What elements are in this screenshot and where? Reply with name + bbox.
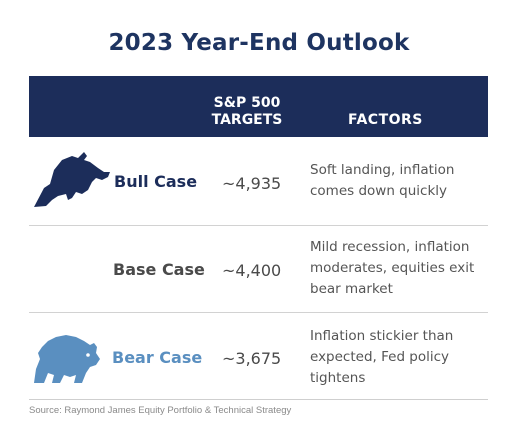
bull-icon xyxy=(34,152,110,207)
column-header-factors: FACTORS xyxy=(348,112,423,128)
column-header-targets-line2: TARGETS xyxy=(211,112,283,128)
page-title: 2023 Year-End Outlook xyxy=(108,30,410,56)
bear-icon xyxy=(34,335,100,383)
target-base: ~4,400 xyxy=(222,261,282,280)
column-header-targets-line1: S&P 500 xyxy=(213,95,281,111)
factors-bull: Soft landing, inflation comes down quick… xyxy=(310,162,455,199)
case-label-bull: Bull Case xyxy=(114,172,198,191)
row-divider xyxy=(29,312,488,313)
factors-bear: Inflation stickier than expected, Fed po… xyxy=(310,328,454,386)
column-header-targets: S&P 500 TARGETS xyxy=(205,95,289,129)
case-label-base: Base Case xyxy=(113,260,205,279)
table-bottom-rule xyxy=(29,399,488,400)
source-note: Source: Raymond James Equity Portfolio &… xyxy=(29,405,292,416)
row-divider xyxy=(29,225,488,226)
target-bear: ~3,675 xyxy=(222,349,282,368)
table-header xyxy=(29,76,488,137)
factors-base: Mild recession, inflation moderates, equ… xyxy=(310,239,475,297)
case-label-bear: Bear Case xyxy=(112,348,203,367)
target-bull: ~4,935 xyxy=(222,174,282,193)
